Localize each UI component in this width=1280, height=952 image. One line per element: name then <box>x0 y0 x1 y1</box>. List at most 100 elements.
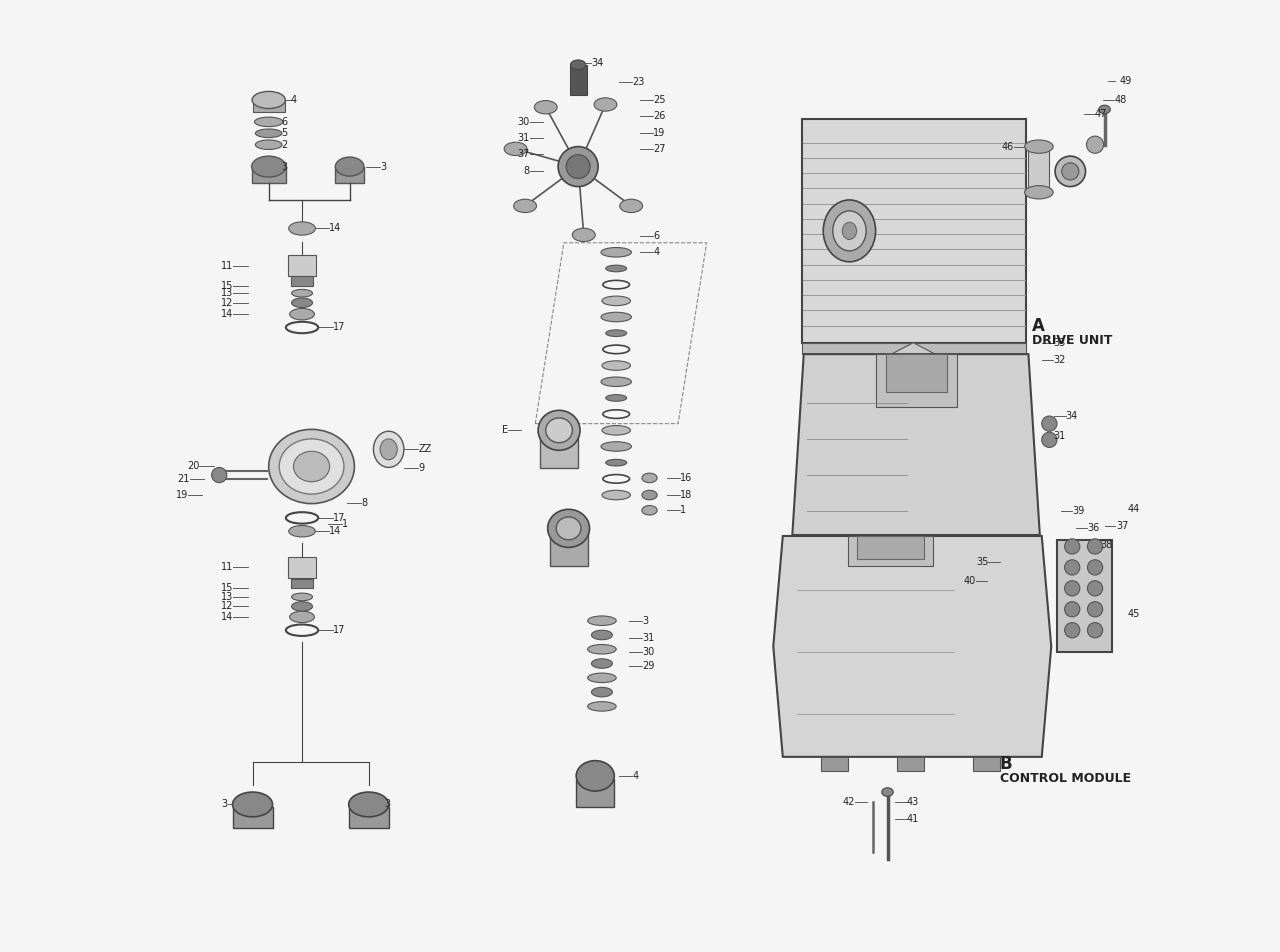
Circle shape <box>1088 602 1102 617</box>
Text: 41: 41 <box>906 814 919 823</box>
Circle shape <box>1088 581 1102 596</box>
Bar <box>847 536 933 566</box>
Ellipse shape <box>605 266 627 272</box>
Text: 3: 3 <box>641 616 648 625</box>
Bar <box>858 536 924 559</box>
Text: 4: 4 <box>653 248 659 257</box>
Text: 1: 1 <box>342 519 348 528</box>
Polygon shape <box>891 343 936 366</box>
Ellipse shape <box>602 248 631 257</box>
Ellipse shape <box>557 517 581 540</box>
Ellipse shape <box>572 228 595 242</box>
Ellipse shape <box>882 788 893 796</box>
Text: 31: 31 <box>517 133 530 143</box>
Ellipse shape <box>842 222 856 239</box>
Text: B: B <box>1000 755 1012 772</box>
Ellipse shape <box>292 289 312 297</box>
Ellipse shape <box>591 630 612 640</box>
Text: 34: 34 <box>591 58 604 68</box>
Text: 25: 25 <box>653 95 666 105</box>
Text: 43: 43 <box>906 797 919 806</box>
Ellipse shape <box>252 91 285 109</box>
Text: 33: 33 <box>1053 338 1065 347</box>
Ellipse shape <box>602 490 631 500</box>
Ellipse shape <box>620 199 643 212</box>
Text: 45: 45 <box>1128 609 1139 619</box>
Ellipse shape <box>588 616 616 625</box>
Bar <box>886 354 947 392</box>
Circle shape <box>1042 416 1057 431</box>
Ellipse shape <box>513 199 536 212</box>
Text: 5: 5 <box>282 129 287 138</box>
Ellipse shape <box>602 312 631 322</box>
Circle shape <box>1042 432 1057 447</box>
Circle shape <box>1088 539 1102 554</box>
Ellipse shape <box>289 222 315 235</box>
Ellipse shape <box>605 459 627 466</box>
Ellipse shape <box>1117 527 1125 533</box>
Ellipse shape <box>289 308 315 320</box>
Circle shape <box>1065 602 1080 617</box>
Ellipse shape <box>534 101 557 114</box>
Bar <box>252 100 285 112</box>
Text: 8: 8 <box>361 498 367 507</box>
Text: 6: 6 <box>653 231 659 241</box>
Ellipse shape <box>602 361 631 370</box>
Ellipse shape <box>602 296 631 306</box>
Text: 49: 49 <box>1120 76 1132 86</box>
Ellipse shape <box>1055 156 1085 187</box>
Text: 26: 26 <box>653 111 666 121</box>
Text: 37: 37 <box>1116 521 1129 530</box>
Ellipse shape <box>588 645 616 654</box>
Ellipse shape <box>1132 527 1139 533</box>
Text: 9: 9 <box>419 464 424 473</box>
Text: 19: 19 <box>653 129 666 138</box>
Text: 3: 3 <box>384 800 390 809</box>
Ellipse shape <box>252 156 285 177</box>
Text: 3: 3 <box>221 800 228 809</box>
Text: 1: 1 <box>680 506 686 515</box>
Bar <box>820 757 847 771</box>
Bar <box>876 354 957 407</box>
Ellipse shape <box>823 200 876 262</box>
Circle shape <box>211 467 227 483</box>
Bar <box>291 579 314 588</box>
Text: 15: 15 <box>221 584 233 593</box>
Bar <box>335 167 364 183</box>
Text: 29: 29 <box>641 662 654 671</box>
Circle shape <box>1065 560 1080 575</box>
Bar <box>288 255 316 276</box>
Text: 35: 35 <box>977 557 988 566</box>
Text: 47: 47 <box>1096 109 1107 119</box>
Text: 30: 30 <box>517 117 530 127</box>
Ellipse shape <box>256 129 282 137</box>
Text: 14: 14 <box>329 224 340 233</box>
Bar <box>1028 147 1050 192</box>
Text: 3: 3 <box>380 162 387 171</box>
Text: 14: 14 <box>329 526 340 536</box>
Bar <box>1057 540 1112 652</box>
Bar <box>549 528 588 566</box>
Ellipse shape <box>256 140 282 149</box>
Text: 20: 20 <box>187 462 200 471</box>
Text: 6: 6 <box>282 117 287 127</box>
Circle shape <box>1088 560 1102 575</box>
Text: 42: 42 <box>842 797 855 806</box>
Text: 3: 3 <box>282 162 287 171</box>
Text: 13: 13 <box>221 592 233 602</box>
Text: 38: 38 <box>1101 540 1114 549</box>
Ellipse shape <box>548 509 590 547</box>
Polygon shape <box>792 354 1039 535</box>
Text: E: E <box>502 426 508 435</box>
Text: 8: 8 <box>524 167 530 176</box>
Ellipse shape <box>833 210 867 250</box>
Ellipse shape <box>538 410 580 450</box>
Text: 14: 14 <box>221 309 233 319</box>
Bar <box>801 343 1025 354</box>
Bar <box>570 65 586 95</box>
Text: 40: 40 <box>964 576 977 585</box>
Circle shape <box>1088 623 1102 638</box>
Text: 12: 12 <box>221 298 233 307</box>
Ellipse shape <box>641 473 657 483</box>
Ellipse shape <box>233 792 273 817</box>
